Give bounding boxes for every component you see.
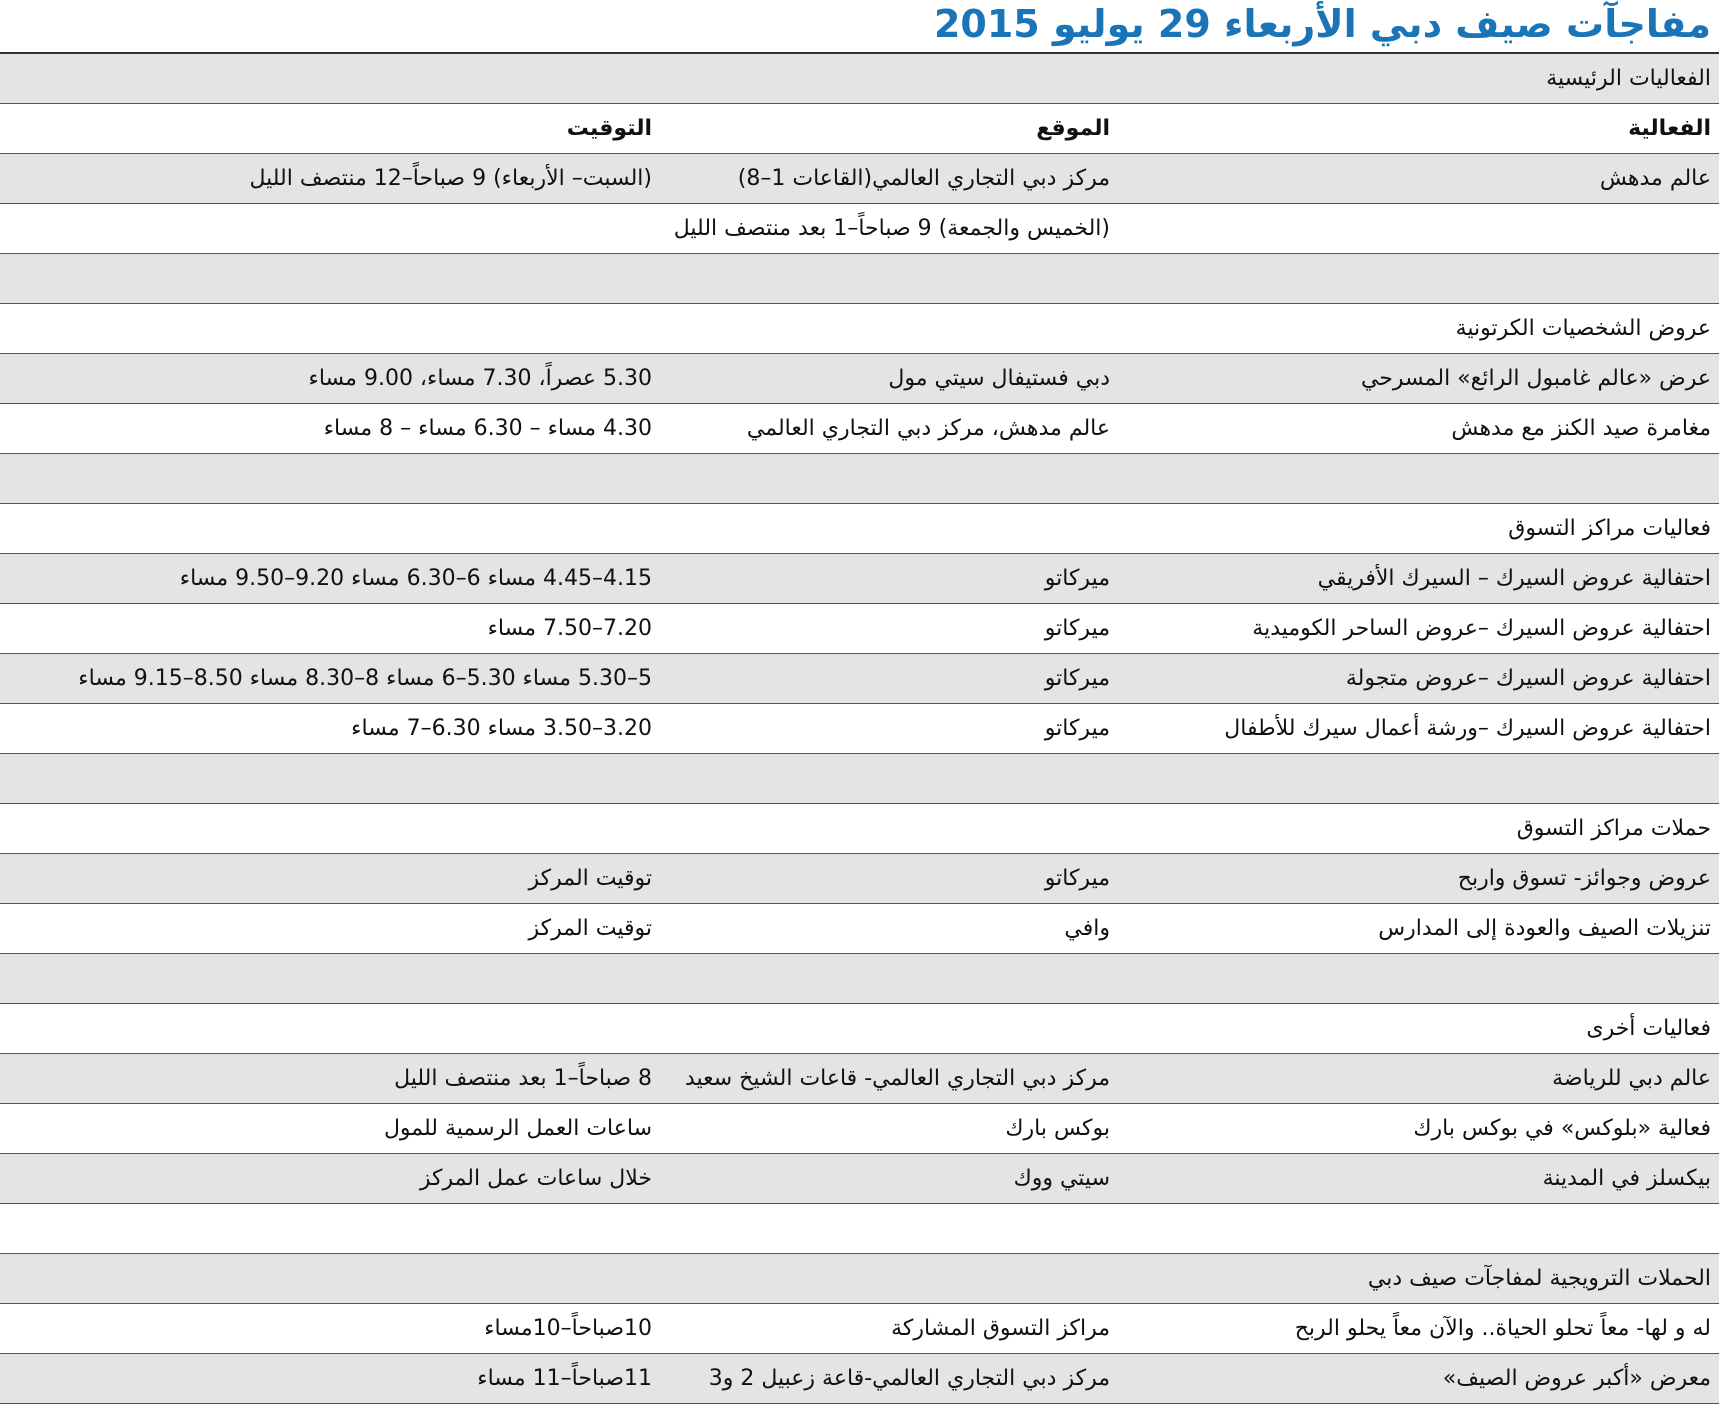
location: ميركاتو [1044,616,1110,641]
table-row: احتفالية عروض السيرك –ورشة أعمال سيرك لل… [0,704,1719,754]
time-continuation: (الخميس والجمعة) 9 صباحاً–1 بعد منتصف ال… [673,216,1110,241]
spacer-row [0,954,1719,1004]
table-row: فعالية «بلوكس» في بوكس بارك بوكس بارك ساعا… [0,1104,1719,1154]
time: 7.20–7.50 مساء [487,616,652,641]
column-header: الموقع [1036,116,1110,141]
section-row: حملات مراكز التسوق [0,804,1719,854]
activity: فعالية «بلوكس» في بوكس بارك [1413,1116,1711,1141]
activity: احتفالية عروض السيرك –عروض متجولة [1345,666,1711,691]
location: ميركاتو [1044,666,1110,691]
location: بوكس بارك [1005,1116,1110,1141]
table-row: بيكسلز في المدينة سيتي ووك خلال ساعات عمل … [0,1154,1719,1204]
time: 4.30 مساء – 6.30 مساء – 8 مساء [323,416,652,441]
time: ساعات العمل الرسمية للمول [383,1116,652,1141]
table-row: احتفالية عروض السيرك –عروض الساحر الكومي… [0,604,1719,654]
column-header-row: الفعالية الموقع التوقيت [0,104,1719,154]
spacer-row [0,1204,1719,1254]
table-row: عروض وجوائز- تسوق واربح ميركاتو توقيت المر… [0,854,1719,904]
location: دبي فستيفال سيتي مول [888,366,1110,391]
location: مركز دبي التجاري العالمي-قاعة زعبيل 2 و3 [708,1366,1110,1391]
spacer-row [0,754,1719,804]
location: عالم مدهش، مركز دبي التجاري العالمي [746,416,1110,441]
location: مراكز التسوق المشاركة [891,1316,1110,1341]
location: وافي [1064,916,1110,941]
activity: معرض «أكبر عروض الصيف» [1442,1366,1711,1391]
location: مركز دبي التجاري العالمي- قاعات الشيخ سع… [684,1066,1110,1091]
activity: احتفالية عروض السيرك –عروض الساحر الكومي… [1252,616,1711,641]
section-row: الحملات الترويجية لمفاجآت صيف دبي [0,1254,1719,1304]
activity: بيكسلز في المدينة [1542,1166,1711,1191]
section-row: عروض الشخصيات الكرتونية [0,304,1719,354]
section-heading: الحملات الترويجية لمفاجآت صيف دبي [1367,1266,1711,1291]
activity: عرض «عالم غامبول الرائع» المسرحي [1360,366,1711,391]
location: ميركاتو [1044,866,1110,891]
table-row: معرض «أكبر عروض الصيف» مركز دبي التجاري ا… [0,1354,1719,1404]
section-row: فعاليات مراكز التسوق [0,504,1719,554]
location: مركز دبي التجاري العالمي(القاعات 1–8) [737,166,1110,191]
time: توقيت المركز [528,866,652,891]
time: 4.15–4.45 مساء 6–6.30 مساء 9.20–9.50 مسا… [179,566,652,591]
spacer-row [0,454,1719,504]
section-heading: الفعاليات الرئيسية [1546,66,1711,91]
activity: تنزيلات الصيف والعودة إلى المدارس [1378,916,1711,941]
location: ميركاتو [1044,716,1110,741]
time: 11صباحاً–11 مساء [477,1366,652,1391]
section-heading: فعاليات أخرى [1586,1016,1711,1041]
table-row: عرض «عالم غامبول الرائع» المسرحي دبي فستي… [0,354,1719,404]
column-header: التوقيت [566,116,652,141]
table-row: عالم مدهش مركز دبي التجاري العالمي(القاعا… [0,154,1719,204]
time: خلال ساعات عمل المركز [419,1166,652,1191]
location: سيتي ووك [1013,1166,1110,1191]
location: ميركاتو [1044,566,1110,591]
table-row: مغامرة صيد الكنز مع مدهش عالم مدهش، مركز … [0,404,1719,454]
table-row: (الخميس والجمعة) 9 صباحاً–1 بعد منتصف ال… [0,204,1719,254]
section-row: فعاليات أخرى [0,1004,1719,1054]
table-row: له و لها- معاً تحلو الحياة.. والآن معاً … [0,1304,1719,1354]
activity: عالم دبي للرياضة [1552,1066,1711,1091]
table-row: احتفالية عروض السيرك –عروض متجولة ميركاتو… [0,654,1719,704]
spacer-row [0,254,1719,304]
time: 5–5.30 مساء 5.30–6 مساء 8–8.30 مساء 8.50… [78,666,652,691]
time: 8 صباحاً–1 بعد منتصف الليل [394,1066,652,1091]
section-heading: فعاليات مراكز التسوق [1508,516,1711,541]
activity: مغامرة صيد الكنز مع مدهش [1451,416,1711,441]
activity: احتفالية عروض السيرك – السيرك الأفريقي [1317,566,1711,591]
activity: له و لها- معاً تحلو الحياة.. والآن معاً … [1294,1316,1711,1341]
column-header: الفعالية [1628,116,1711,141]
table-row: عالم دبي للرياضة مركز دبي التجاري العالمي… [0,1054,1719,1104]
table-row: احتفالية عروض السيرك – السيرك الأفريقي مي… [0,554,1719,604]
time: 3.20–3.50 مساء 6.30–7 مساء [351,716,652,741]
section-heading: عروض الشخصيات الكرتونية [1455,316,1711,341]
time: 10صباحاً–10مساء [484,1316,652,1341]
section-heading: حملات مراكز التسوق [1516,816,1711,841]
section-row: الفعاليات الرئيسية [0,54,1719,104]
page-title: مفاجآت صيف دبي الأربعاء 29 يوليو 2015 [933,2,1711,46]
time: توقيت المركز [528,916,652,941]
activity: عالم مدهش [1599,166,1711,191]
activity: احتفالية عروض السيرك –ورشة أعمال سيرك لل… [1224,716,1711,741]
title-rule [0,52,1719,54]
table-row: تنزيلات الصيف والعودة إلى المدارس وافي توق… [0,904,1719,954]
time: 5.30 عصراً، 7.30 مساء، 9.00 مساء [308,366,653,391]
activity: عروض وجوائز- تسوق واربح [1457,866,1711,891]
time: (السبت– الأربعاء) 9 صباحاً–12 منتصف اللي… [249,166,652,191]
